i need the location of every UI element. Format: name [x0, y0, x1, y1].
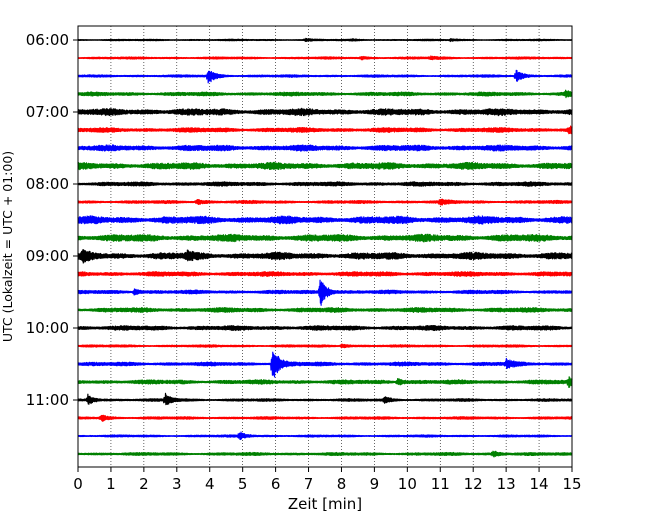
seismic-trace: [77, 198, 573, 206]
seismic-trace: [77, 181, 573, 187]
seismic-trace: [77, 233, 573, 243]
seismic-trace: [77, 306, 573, 313]
x-tick-label: 0: [73, 475, 83, 493]
x-tick-label: 8: [337, 475, 347, 493]
y-tick-label: 09:00: [26, 247, 69, 265]
y-tick-label: 10:00: [26, 319, 69, 337]
x-tick-label: 4: [205, 475, 215, 493]
x-tick-label: 15: [562, 475, 581, 493]
seismic-trace: [77, 279, 573, 306]
x-tick-label: 7: [304, 475, 314, 493]
seismic-trace: [77, 69, 573, 84]
seismic-trace: [77, 89, 573, 99]
seismic-trace: [77, 343, 573, 349]
x-tick-label: 6: [271, 475, 281, 493]
x-tick-label: 13: [497, 475, 516, 493]
seismic-trace: [77, 161, 573, 171]
x-tick-label: 3: [172, 475, 182, 493]
seismic-trace: [77, 144, 573, 152]
x-tick-label: 12: [464, 475, 483, 493]
seismic-traces: [77, 37, 573, 458]
y-tick-label: 06:00: [26, 31, 69, 49]
x-tick-label: 2: [139, 475, 149, 493]
seismic-trace: [77, 351, 573, 378]
x-tick-label: 14: [530, 475, 549, 493]
seismic-trace: [77, 450, 573, 458]
y-tick-label: 07:00: [26, 103, 69, 121]
seismic-trace: [77, 37, 573, 43]
y-tick-label: 11:00: [26, 391, 69, 409]
x-tick-label: 10: [398, 475, 417, 493]
seismic-trace: [77, 392, 573, 406]
seismic-trace: [77, 376, 573, 389]
x-tick-label: 9: [370, 475, 380, 493]
y-axis-ticks: 06:00 07:00 08:00 09:00 10:00 11:00: [26, 31, 78, 409]
seismic-trace: [77, 431, 573, 441]
seismic-trace: [77, 107, 573, 117]
x-tick-label: 5: [238, 475, 248, 493]
x-tick-label: 11: [431, 475, 450, 493]
y-axis-label: UTC (Lokalzeit = UTC + 01:00): [0, 151, 15, 342]
seismic-trace: [77, 270, 573, 277]
y-tick-label: 08:00: [26, 175, 69, 193]
seismic-trace: [77, 414, 573, 422]
seismic-trace: [77, 249, 573, 264]
seismic-trace: [77, 55, 573, 61]
seismic-trace: [77, 215, 573, 225]
x-axis-ticks: 0 1 2 3 4 5 6 7 8 9 10 11 12 13 14 15: [73, 467, 582, 493]
x-axis-label: Zeit [min]: [288, 495, 362, 513]
x-tick-label: 1: [106, 475, 116, 493]
seismic-trace: [77, 125, 573, 135]
seismic-trace: [77, 324, 573, 332]
plot-frame: [77, 25, 573, 468]
